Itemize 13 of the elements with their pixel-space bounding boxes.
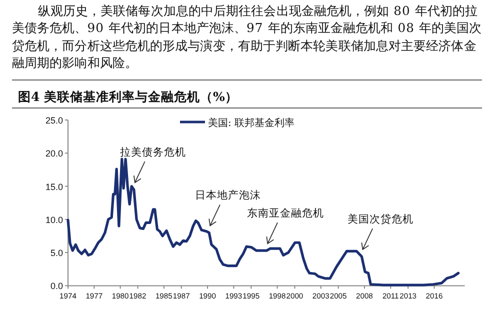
y-tick-label: 0.0 (50, 281, 63, 292)
y-tick-label: 25.0 (45, 116, 63, 126)
annotation: 拉美债务危机 (120, 146, 186, 159)
annotation: 美国次贷危机 (348, 212, 414, 226)
text: 纵观历史，美联储每次加息的中后期往往会出现金融危机，例如 80 年代初的拉美债务危机、90 年代初的日本地产泡沫、97 年的东南亚金融危机和 08 年的美国次贷危机，而分析这些危机的形成与演变，有助于判断本轮美联储加息对主要经济体金融周期的影响和风险。 (12, 3, 482, 72)
y-tick-label: 20.0 (45, 148, 63, 159)
y-tick-label: 5.0 (50, 248, 63, 258)
annotation: 东南亚金融危机 (247, 206, 324, 220)
chart-title: 图4 美联储基准利率与金融危机（%） (18, 89, 238, 104)
y-tick-label: 15.0 (45, 182, 63, 192)
y-tick-label: 10.0 (45, 214, 63, 225)
annotation: 日本地产泡沫 (195, 188, 262, 202)
legend-label: 美国: 联邦基金利率 (208, 117, 295, 129)
